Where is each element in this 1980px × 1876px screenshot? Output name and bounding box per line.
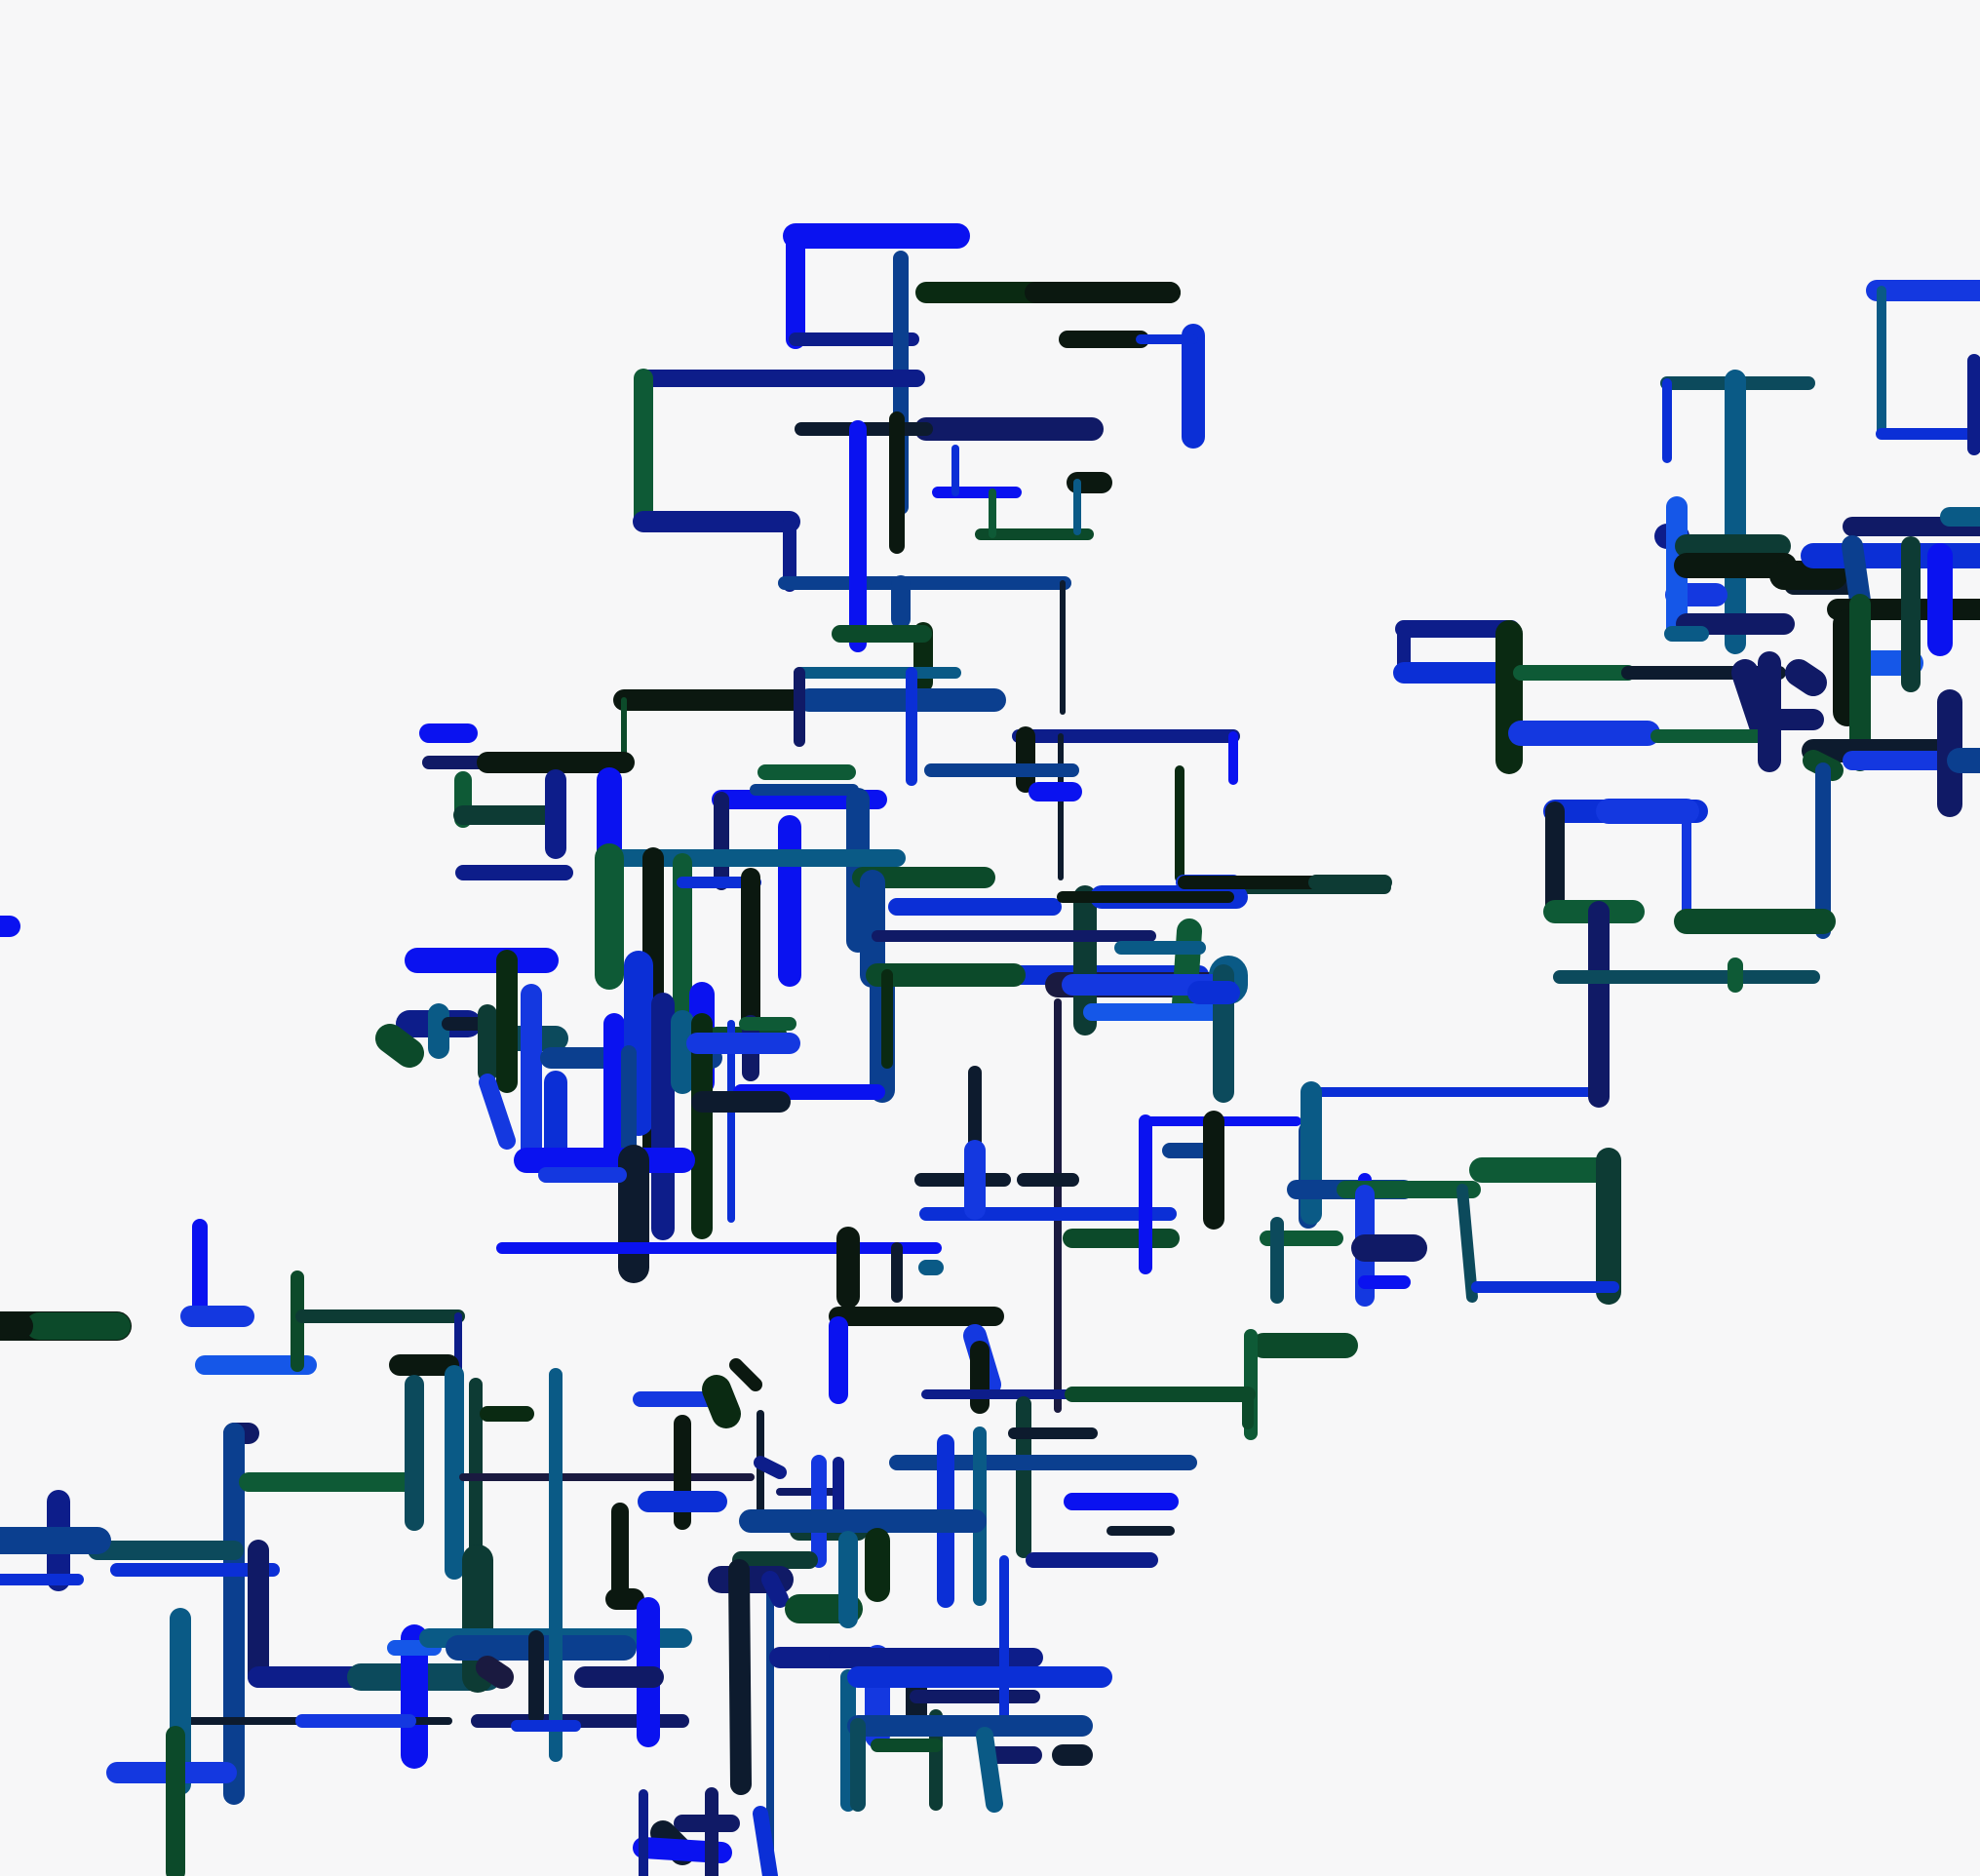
line-segment xyxy=(717,1389,726,1414)
line-segment xyxy=(1799,673,1813,683)
line-segment xyxy=(487,1667,502,1677)
line-segment xyxy=(760,1463,780,1472)
line-segment xyxy=(739,1570,741,1784)
line-segment xyxy=(760,1814,770,1876)
line-segment xyxy=(985,1736,994,1804)
line-segment xyxy=(770,1580,780,1599)
line-segment xyxy=(390,1038,409,1053)
line-segment xyxy=(1462,1190,1472,1297)
artwork-strokes xyxy=(0,236,1980,1876)
line-segment xyxy=(736,1365,756,1385)
